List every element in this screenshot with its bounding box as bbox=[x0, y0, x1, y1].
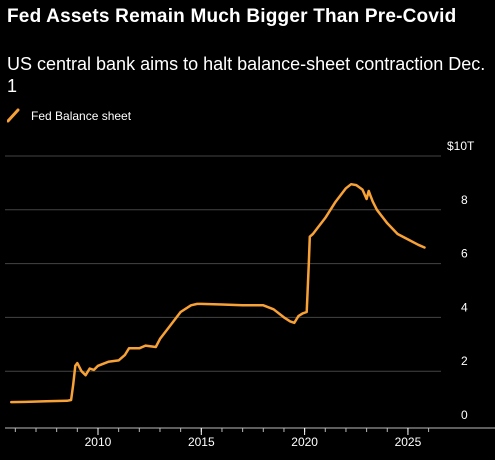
chart-title: Fed Assets Remain Much Bigger Than Pre-C… bbox=[7, 6, 457, 27]
x-tick-label: 2015 bbox=[188, 435, 215, 449]
legend: Fed Balance sheet bbox=[7, 107, 131, 125]
y-tick-label: $10T bbox=[447, 139, 475, 153]
x-axis: 2010 2015 2020 2025 bbox=[5, 427, 495, 449]
y-tick-label: 8 bbox=[461, 193, 468, 207]
series-line-fed-balance-sheet bbox=[9, 182, 426, 404]
series-layer bbox=[9, 182, 426, 404]
chart-subtitle: US central bank aims to halt balance-she… bbox=[7, 54, 486, 96]
legend-label: Fed Balance sheet bbox=[31, 109, 132, 123]
gridlines bbox=[5, 155, 441, 372]
x-tick-label: 2025 bbox=[395, 435, 422, 449]
y-tick-label: 0 bbox=[461, 408, 468, 422]
x-tick-label: 2020 bbox=[291, 435, 318, 449]
y-tick-label: 6 bbox=[461, 247, 468, 261]
y-tick-label: 2 bbox=[461, 354, 468, 368]
legend-swatch bbox=[7, 107, 21, 125]
x-tick-label: 2010 bbox=[85, 435, 112, 449]
y-tick-label: 4 bbox=[461, 300, 468, 314]
y-axis-tick-labels: 0 2 4 6 8 $10T bbox=[447, 139, 475, 422]
